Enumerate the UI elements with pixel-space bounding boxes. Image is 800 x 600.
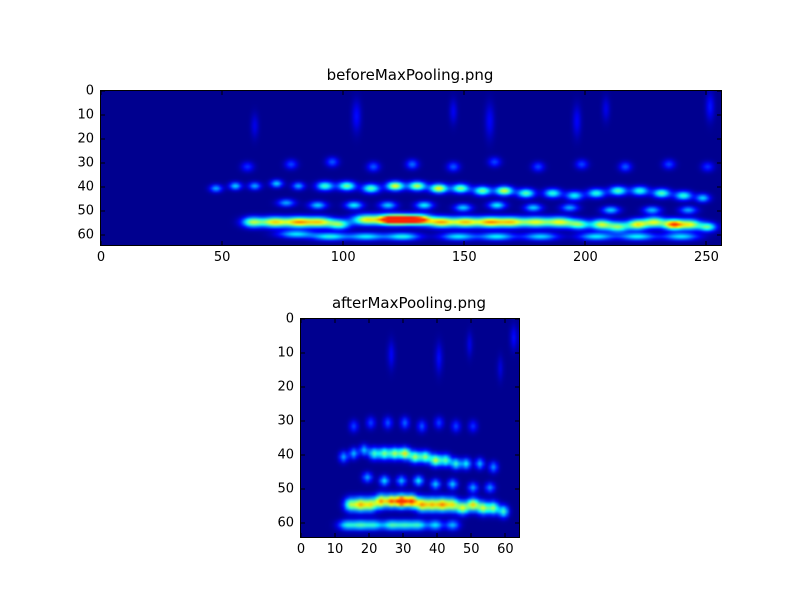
y-tick-mark <box>101 234 105 236</box>
axes-after: 0 10 20 30 40 50 60 0 10 20 30 40 50 60 <box>277 312 520 557</box>
y-tick-mark <box>717 114 721 116</box>
y-tick-mark <box>515 454 519 456</box>
y-tick-label: 40 <box>77 179 94 195</box>
x-tick-mark <box>504 319 506 323</box>
y-tick-label: 0 <box>285 311 294 327</box>
x-tick-mark <box>342 91 344 95</box>
x-tick-mark <box>402 319 404 323</box>
y-tick-label: 50 <box>277 481 294 497</box>
x-tick-mark <box>342 241 344 245</box>
y-tick-mark <box>301 352 305 354</box>
x-tick-label: 40 <box>428 542 446 557</box>
before-heatmap-image <box>101 91 721 245</box>
x-tick-label: 50 <box>213 250 231 265</box>
x-tick-mark <box>402 533 404 537</box>
y-tick-mark <box>301 420 305 422</box>
y-tick-label: 10 <box>77 107 94 123</box>
y-tick-label: 40 <box>277 447 294 463</box>
y-tick-mark <box>515 420 519 422</box>
x-tick-mark <box>584 241 586 245</box>
y-tick-mark <box>717 186 721 188</box>
y-tick-label: 60 <box>77 227 94 243</box>
y-tick-label: 20 <box>277 379 294 395</box>
y-tick-mark <box>515 318 519 320</box>
x-tick-mark <box>221 241 223 245</box>
x-tick-label: 0 <box>96 250 106 265</box>
y-tick-mark <box>717 90 721 92</box>
y-tick-mark <box>301 454 305 456</box>
x-tick-mark <box>436 319 438 323</box>
x-tick-mark <box>504 533 506 537</box>
x-tick-mark <box>334 533 336 537</box>
y-tick-label: 30 <box>77 155 94 171</box>
y-tick-mark <box>101 138 105 140</box>
x-tick-label: 10 <box>326 542 344 557</box>
y-tick-mark <box>717 162 721 164</box>
x-tick-mark <box>463 91 465 95</box>
x-tick-label: 30 <box>394 542 412 557</box>
x-tick-mark <box>368 319 370 323</box>
x-tick-label: 100 <box>330 250 356 265</box>
y-tick-mark <box>101 186 105 188</box>
y-tick-mark <box>717 234 721 236</box>
x-tick-mark <box>100 91 102 95</box>
y-tick-mark <box>515 352 519 354</box>
y-tick-mark <box>301 318 305 320</box>
x-tick-label: 250 <box>694 250 719 265</box>
y-tick-mark <box>515 522 519 524</box>
y-tick-mark <box>101 162 105 164</box>
x-tick-mark <box>300 319 302 323</box>
x-tick-label: 150 <box>451 250 477 265</box>
x-tick-mark <box>300 533 302 537</box>
x-tick-label: 50 <box>463 542 480 557</box>
x-tick-mark <box>705 91 707 95</box>
y-tick-mark <box>301 522 305 524</box>
x-tick-mark <box>334 319 336 323</box>
x-tick-mark <box>470 319 472 323</box>
y-tick-label: 10 <box>277 345 294 361</box>
after-heatmap-image <box>301 319 519 537</box>
y-tick-label: 60 <box>277 515 294 531</box>
x-tick-mark <box>463 241 465 245</box>
y-tick-mark <box>301 386 305 388</box>
y-tick-mark <box>515 488 519 490</box>
y-tick-label: 0 <box>85 83 94 99</box>
y-tick-label: 20 <box>77 131 94 147</box>
y-tick-label: 50 <box>77 203 94 219</box>
x-tick-mark <box>436 533 438 537</box>
y-tick-mark <box>301 488 305 490</box>
y-tick-mark <box>101 90 105 92</box>
x-tick-mark <box>470 533 472 537</box>
x-tick-label: 200 <box>572 250 598 265</box>
x-tick-label: 0 <box>296 542 306 557</box>
x-tick-mark <box>368 533 370 537</box>
plot-title-before: beforeMaxPooling.png <box>326 66 494 84</box>
x-tick-label: 60 <box>497 542 514 557</box>
x-tick-label: 20 <box>360 542 378 557</box>
y-tick-mark <box>101 210 105 212</box>
y-tick-label: 30 <box>277 413 294 429</box>
plot-title-after: afterMaxPooling.png <box>331 294 487 312</box>
x-tick-mark <box>221 91 223 95</box>
y-tick-mark <box>717 138 721 140</box>
x-tick-mark <box>100 241 102 245</box>
axes-before: 0 50 100 150 200 250 0 10 20 30 40 50 60 <box>77 84 722 265</box>
x-tick-mark <box>584 91 586 95</box>
x-tick-mark <box>705 241 707 245</box>
y-tick-mark <box>717 210 721 212</box>
y-tick-mark <box>515 386 519 388</box>
y-tick-mark <box>101 114 105 116</box>
